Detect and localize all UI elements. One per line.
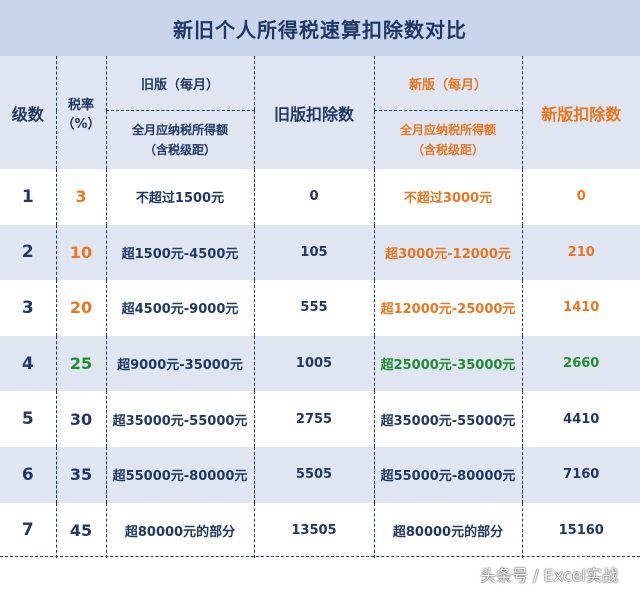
old-range-cell: 超1500元-4500元 (105, 224, 254, 281)
table-row: 2 10 超1500元-4500元 105 超3000元-12000元 210 (0, 224, 640, 281)
table-bottom-border (0, 556, 640, 557)
header-new-range-line1: 全月应纳税所得额 (399, 123, 496, 137)
old-deduction-cell: 2755 (253, 391, 374, 447)
header-old-group: 旧版（每月） (105, 56, 254, 111)
rate-cell: 35 (55, 446, 106, 503)
level-cell: 5 (0, 391, 56, 447)
new-range-cell: 超35000元-55000元 (373, 391, 522, 447)
new-range-cell: 超12000元-25000元 (373, 280, 522, 336)
new-deduction-cell: 15160 (521, 502, 640, 559)
header-new-range-line2: （含税级距） (411, 143, 484, 157)
old-range-cell: 超55000元-80000元 (105, 446, 254, 503)
rate-cell: 3 (55, 169, 106, 225)
level-cell: 1 (0, 169, 56, 225)
header-new-group: 新版（每月） (373, 56, 522, 111)
rate-cell: 45 (55, 502, 106, 559)
header-rate: 税率 （%） (55, 56, 106, 169)
level-cell: 3 (0, 280, 56, 336)
level-cell: 4 (0, 335, 56, 392)
old-range-cell: 不超过1500元 (105, 169, 254, 225)
table-row: 7 45 超80000元的部分 13505 超80000元的部分 15160 (0, 502, 640, 559)
old-range-cell: 超9000元-35000元 (105, 335, 254, 392)
watermark: 头条号 / Excel实战 (480, 566, 618, 585)
header-new-deduction: 新版扣除数 (521, 56, 640, 169)
header-old-range-line2: （含税级距） (143, 143, 216, 157)
header-rate-line1: 税率 (67, 97, 94, 113)
old-deduction-cell: 1005 (253, 335, 374, 392)
old-range-cell: 超35000元-55000元 (105, 391, 254, 447)
header-old-range-line1: 全月应纳税所得额 (131, 123, 228, 137)
level-cell: 2 (0, 224, 56, 281)
old-range-cell: 超80000元的部分 (105, 502, 254, 559)
header-row-1: 级数 税率 （%） 旧版（每月） 旧版扣除数 新版（每月） 新版扣除数 (0, 56, 640, 169)
new-deduction-cell: 7160 (521, 446, 640, 503)
new-range-cell: 超80000元的部分 (373, 502, 522, 559)
old-deduction-cell: 0 (253, 169, 374, 225)
new-range-cell: 超3000元-12000元 (373, 224, 522, 281)
new-deduction-cell: 210 (521, 224, 640, 281)
table-row: 3 20 超4500元-9000元 555 超12000元-25000元 141… (0, 280, 640, 336)
new-range-cell: 不超过3000元 (373, 169, 522, 225)
header-old-range: 全月应纳税所得额 （含税级距） (105, 110, 254, 169)
header-row-2: 全月应纳税所得额 （含税级距） 全月应纳税所得额 （含税级距） (0, 110, 640, 169)
table-row: 4 25 超9000元-35000元 1005 超25000元-35000元 2… (0, 335, 640, 392)
new-deduction-cell: 1410 (521, 280, 640, 336)
old-deduction-cell: 13505 (253, 502, 374, 559)
level-cell: 7 (0, 502, 56, 559)
table-row: 1 3 不超过1500元 0 不超过3000元 0 (0, 169, 640, 225)
header-new-range: 全月应纳税所得额 （含税级距） (373, 110, 522, 169)
table-row: 5 30 超35000元-55000元 2755 超35000元-55000元 … (0, 391, 640, 447)
rate-cell: 25 (55, 335, 106, 392)
level-cell: 6 (0, 446, 56, 503)
table-row: 6 35 超55000元-80000元 5505 超55000元-80000元 … (0, 446, 640, 503)
header-level: 级数 (0, 56, 56, 169)
header-old-deduction: 旧版扣除数 (253, 56, 374, 169)
new-deduction-cell: 4410 (521, 391, 640, 447)
old-range-cell: 超4500元-9000元 (105, 280, 254, 336)
old-deduction-cell: 105 (253, 224, 374, 281)
new-deduction-cell: 2660 (521, 335, 640, 392)
tax-comparison-table: 级数 税率 （%） 旧版（每月） 旧版扣除数 新版（每月） 新版扣除数 全月应纳… (0, 56, 640, 559)
rate-cell: 10 (55, 224, 106, 281)
old-deduction-cell: 555 (253, 280, 374, 336)
new-deduction-cell: 0 (521, 169, 640, 225)
old-deduction-cell: 5505 (253, 446, 374, 503)
new-range-cell: 超25000元-35000元 (373, 335, 522, 392)
header-rate-line2: （%） (61, 116, 101, 132)
page-title: 新旧个人所得税速算扣除数对比 (0, 0, 640, 56)
new-range-cell: 超55000元-80000元 (373, 446, 522, 503)
rate-cell: 30 (55, 391, 106, 447)
rate-cell: 20 (55, 280, 106, 336)
